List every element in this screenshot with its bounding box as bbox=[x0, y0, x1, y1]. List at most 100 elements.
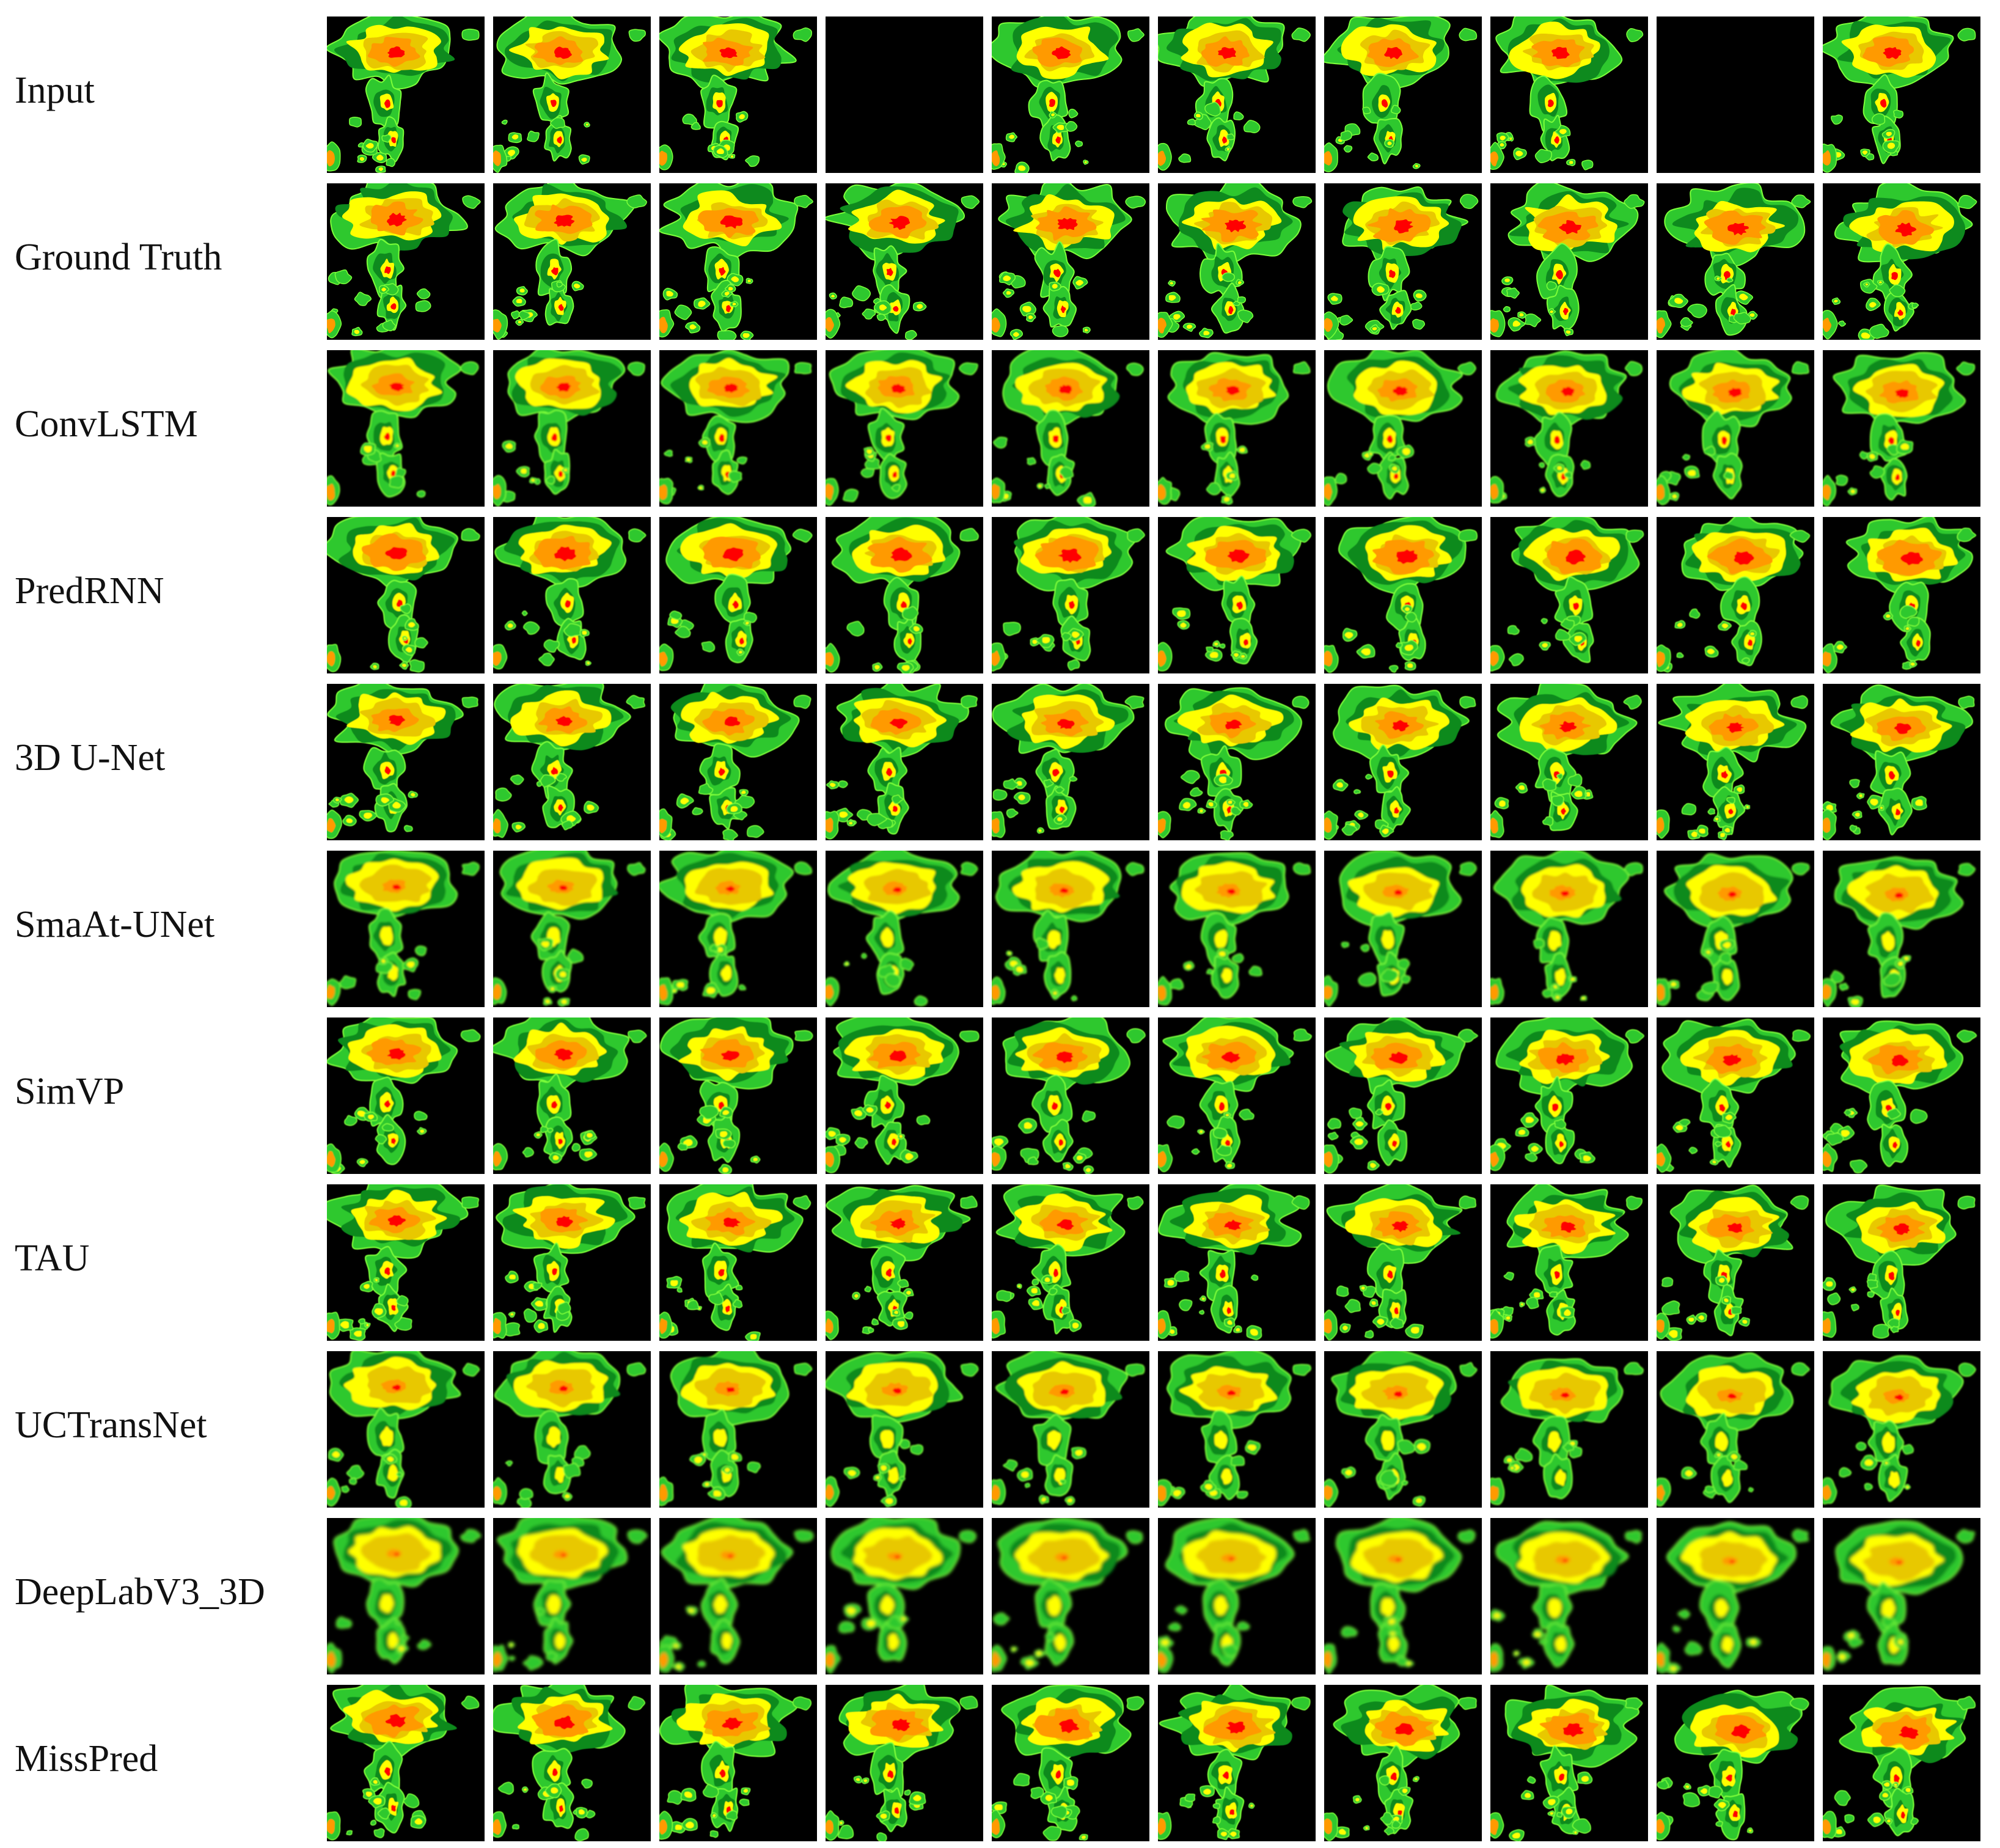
precipitation-field bbox=[659, 16, 813, 170]
precipitation-field bbox=[1657, 684, 1808, 840]
precipitation-field bbox=[826, 851, 978, 1007]
radar-frame bbox=[493, 350, 651, 507]
radar-frame bbox=[659, 183, 817, 340]
radar-frame bbox=[992, 1184, 1149, 1341]
radar-frame bbox=[1158, 1518, 1316, 1674]
precipitation-field bbox=[992, 684, 1145, 838]
precipitation-field bbox=[1490, 1184, 1643, 1339]
precipitation-field bbox=[493, 684, 646, 838]
precipitation-field bbox=[1324, 1685, 1477, 1841]
row-label: ConvLSTM bbox=[15, 403, 198, 445]
precipitation-field bbox=[1657, 853, 1810, 1006]
precipitation-field bbox=[1823, 856, 1976, 1007]
precipitation-field bbox=[659, 1184, 811, 1341]
radar-frame bbox=[659, 517, 817, 673]
precipitation-field bbox=[659, 1518, 814, 1673]
precipitation-field bbox=[826, 1351, 979, 1508]
row-label: 3D U-Net bbox=[15, 737, 166, 779]
radar-frame bbox=[1324, 1018, 1482, 1174]
precipitation-field bbox=[826, 183, 980, 340]
radar-frame bbox=[992, 183, 1149, 340]
precipitation-field bbox=[327, 1351, 480, 1508]
precipitation-field bbox=[826, 1184, 978, 1340]
radar-frame bbox=[493, 1685, 651, 1841]
radar-frame bbox=[1823, 16, 1980, 173]
radar-frame bbox=[1158, 1018, 1316, 1174]
precipitation-field bbox=[1158, 16, 1311, 171]
precipitation-field bbox=[1823, 351, 1976, 507]
precipitation-field bbox=[1324, 1184, 1477, 1341]
radar-frame bbox=[327, 183, 485, 340]
precipitation-field bbox=[1823, 1686, 1976, 1839]
precipitation-field bbox=[1490, 183, 1645, 337]
precipitation-field bbox=[1324, 1518, 1476, 1674]
radar-frame bbox=[1490, 684, 1648, 840]
precipitation-field bbox=[826, 1685, 978, 1841]
radar-frame bbox=[659, 1518, 817, 1674]
precipitation-field bbox=[493, 1518, 648, 1672]
precipitation-field bbox=[826, 350, 978, 506]
precipitation-field bbox=[992, 1685, 1145, 1841]
precipitation-field bbox=[1324, 350, 1476, 507]
precipitation-field bbox=[992, 1351, 1145, 1506]
radar-frame bbox=[1657, 1518, 1814, 1674]
precipitation-field bbox=[659, 684, 811, 840]
radar-frame bbox=[493, 517, 651, 673]
radar-frame bbox=[1490, 1518, 1648, 1674]
radar-frame bbox=[1324, 851, 1482, 1007]
precipitation-field bbox=[327, 1018, 481, 1174]
radar-frame bbox=[1158, 1351, 1316, 1508]
radar-frame bbox=[1657, 1685, 1814, 1841]
precipitation-field bbox=[1657, 1184, 1809, 1341]
precipitation-field bbox=[1823, 684, 1975, 840]
radar-frame bbox=[659, 16, 817, 173]
precipitation-field bbox=[1490, 1520, 1643, 1673]
radar-frame bbox=[1490, 1184, 1648, 1341]
radar-frame bbox=[1823, 1518, 1980, 1674]
radar-frame bbox=[826, 16, 983, 173]
radar-frame bbox=[826, 183, 983, 340]
precipitation-field bbox=[1158, 1018, 1312, 1173]
radar-frame bbox=[1158, 684, 1316, 840]
radar-frame bbox=[327, 350, 485, 507]
radar-frame bbox=[992, 517, 1149, 673]
radar-frame bbox=[1324, 1184, 1482, 1341]
radar-frame bbox=[493, 1184, 651, 1341]
radar-frame bbox=[992, 1685, 1149, 1841]
radar-frame bbox=[327, 1685, 485, 1841]
precipitation-field bbox=[327, 1685, 480, 1841]
precipitation-field bbox=[1158, 1351, 1311, 1506]
precipitation-field bbox=[826, 517, 979, 673]
precipitation-field bbox=[1158, 352, 1311, 505]
radar-frame bbox=[659, 350, 817, 507]
row-label: Ground Truth bbox=[15, 237, 222, 278]
precipitation-field bbox=[327, 1518, 482, 1674]
precipitation-field bbox=[1158, 517, 1311, 672]
row-label: SimVP bbox=[15, 1071, 125, 1112]
radar-frame bbox=[1324, 517, 1482, 673]
precipitation-field bbox=[493, 1685, 645, 1841]
radar-frame bbox=[1823, 684, 1980, 840]
precipitation-field bbox=[1158, 687, 1310, 840]
precipitation-field bbox=[493, 16, 646, 173]
precipitation-field bbox=[1490, 517, 1644, 672]
radar-frame bbox=[1490, 1018, 1648, 1174]
precipitation-field bbox=[1823, 1520, 1976, 1671]
radar-frame bbox=[1490, 16, 1648, 173]
radar-frame bbox=[1158, 1184, 1316, 1341]
precipitation-field bbox=[493, 851, 646, 1007]
precipitation-field bbox=[992, 350, 1144, 507]
radar-frame bbox=[1490, 183, 1648, 340]
precipitation-field bbox=[327, 851, 480, 1006]
precipitation-field bbox=[992, 1018, 1146, 1174]
precipitation-field bbox=[327, 350, 479, 505]
precipitation-field bbox=[327, 684, 478, 839]
precipitation-field bbox=[1324, 517, 1478, 673]
radar-frame bbox=[1158, 16, 1316, 173]
radar-frame bbox=[1657, 684, 1814, 840]
radar-frame bbox=[826, 350, 983, 507]
precipitation-field bbox=[327, 1184, 480, 1341]
radar-frame bbox=[1490, 1685, 1648, 1841]
precipitation-field bbox=[1490, 684, 1642, 838]
